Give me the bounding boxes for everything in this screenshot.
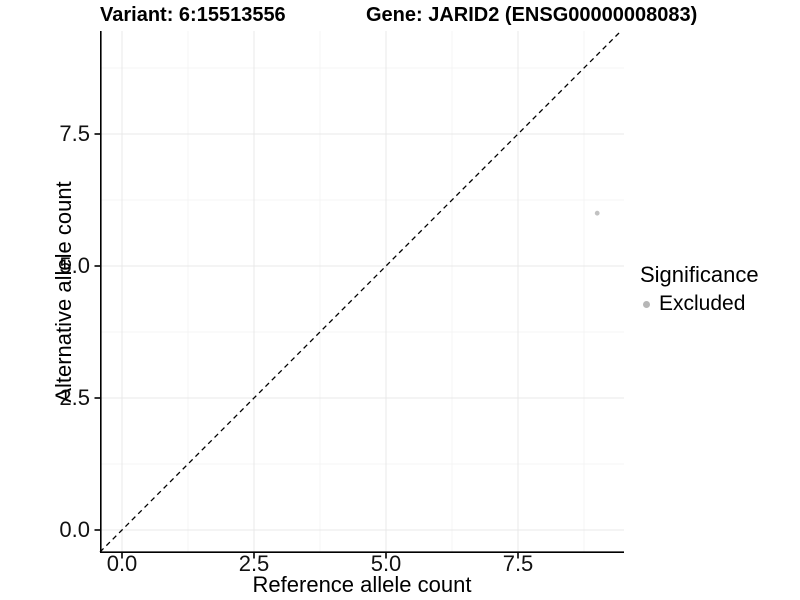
x-tick-label: 0.0 (106, 551, 138, 576)
y-tick-label: 7.5 (59, 121, 90, 146)
data-point (594, 210, 600, 216)
legend-point-swatch-icon (643, 300, 650, 308)
x-tick-label: 5.0 (370, 551, 402, 576)
y-tick-label: 2.5 (59, 385, 90, 410)
identity-reference-line (99, 30, 622, 553)
legend: Significance Excluded (640, 262, 759, 316)
x-tick-label: 2.5 (238, 551, 270, 576)
legend-item-label: Excluded (659, 292, 746, 315)
x-axis-title: Reference allele count (252, 572, 472, 597)
y-axis-title: Alternative allele count (51, 181, 76, 403)
y-tick-label: 0.0 (59, 517, 90, 542)
plot-title-variant: Variant: 6:15513556 (100, 4, 286, 26)
x-tick-label: 7.5 (502, 551, 534, 576)
legend-item-excluded: Excluded (640, 292, 759, 316)
plot-title-gene: Gene: JARID2 (ENSG00000008083) (366, 4, 698, 26)
legend-title: Significance (640, 262, 759, 287)
y-tick-label: 5.0 (59, 253, 90, 278)
